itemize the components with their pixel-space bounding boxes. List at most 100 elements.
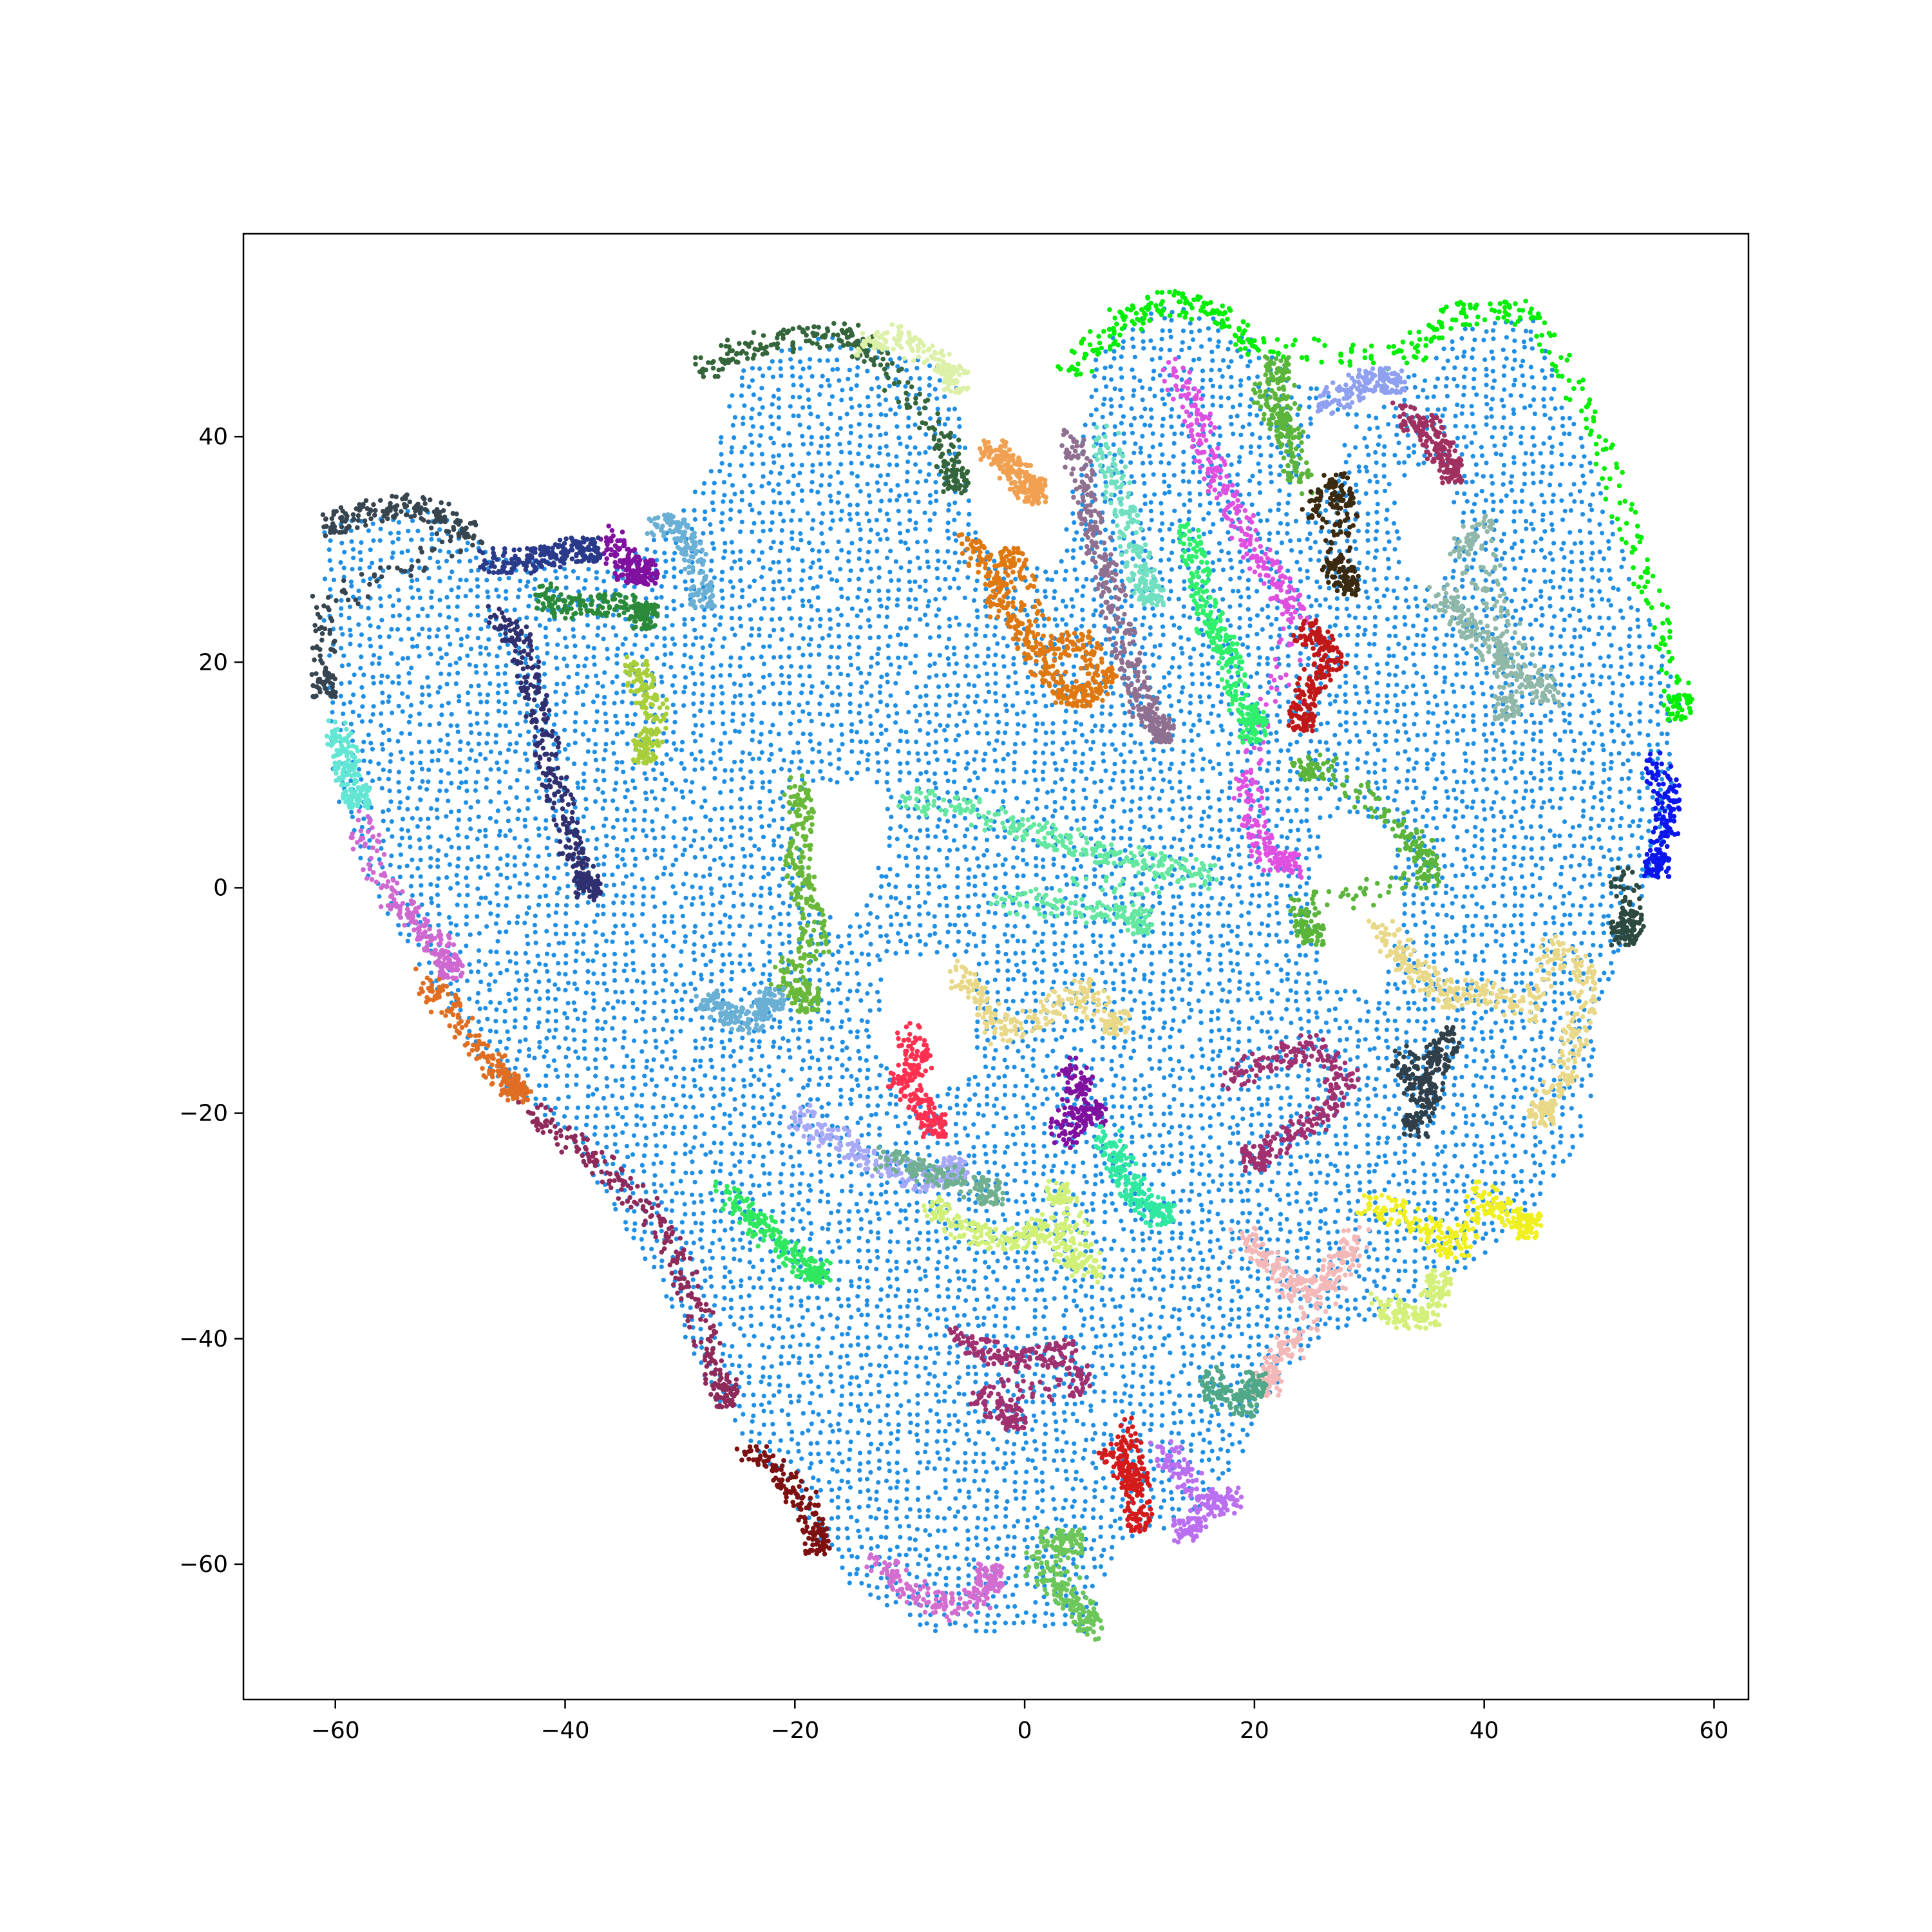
scatter-point [738,578,743,583]
scatter-point [889,922,894,927]
scatter-point [846,1361,851,1366]
scatter-point [659,1064,665,1069]
scatter-point [777,1298,782,1303]
scatter-point [563,972,568,977]
scatter-point [965,694,971,699]
scatter-point [478,627,484,632]
scatter-point [485,1016,490,1021]
scatter-point [701,874,706,879]
scatter-point [390,834,395,839]
scatter-point [727,672,732,677]
scatter-point [966,682,971,687]
scatter-point [772,1039,777,1045]
scatter-point [639,654,645,659]
scatter-point [730,1180,736,1185]
scatter-point [819,1017,825,1022]
scatter-point [889,895,894,900]
scatter-point [398,800,403,805]
scatter-point [660,1049,665,1054]
scatter-point [770,1258,775,1264]
scatter-point [772,1017,777,1022]
scatter-point [495,665,500,670]
scatter-point [908,934,913,939]
scatter-point [954,1542,960,1547]
scatter-point [739,498,744,503]
scatter-point [855,1083,860,1088]
scatter-point [893,1094,898,1099]
scatter-point [610,872,615,877]
scatter-point [761,855,766,860]
scatter-point [691,1145,696,1150]
scatter-point [771,1285,776,1291]
scatter-point [838,462,844,467]
scatter-point [390,555,395,560]
scatter-point [602,695,607,700]
scatter-point [895,632,900,638]
scatter-point [669,1112,674,1117]
scatter-point [887,1101,893,1106]
scatter-point [620,1115,625,1120]
scatter-point [878,1063,884,1068]
scatter-point [867,623,873,629]
scatter-point [672,1049,677,1054]
scatter-point [429,536,434,542]
scatter-point [954,661,959,667]
scatter-point [759,1379,764,1385]
scatter-point [864,1028,869,1033]
scatter-point [652,1182,657,1187]
scatter-point [806,388,811,393]
scatter-point [731,890,737,895]
scatter-point [807,978,813,983]
scatter-point [661,834,666,840]
scatter-point [952,576,957,582]
scatter-point [424,787,430,792]
scatter-point [811,778,816,783]
scatter-point [868,566,873,571]
scatter-point [869,579,875,584]
scatter-point [904,643,909,648]
scatter-point [772,500,777,505]
scatter-point [517,767,522,773]
scatter-point [898,738,903,743]
scatter-point [681,1084,686,1089]
scatter-point [869,463,875,468]
scatter-point [885,1403,890,1408]
scatter-point [835,780,840,785]
scatter-point [835,1535,840,1540]
scatter-point [797,719,802,724]
scatter-point [884,703,889,708]
scatter-point [942,422,947,427]
scatter-point [691,1211,696,1217]
scatter-point [808,1452,813,1457]
scatter-point [858,933,864,938]
scatter-point [820,636,825,641]
scatter-point [878,977,884,982]
scatter-point [927,363,933,368]
scatter-point [974,1315,980,1320]
scatter-point [884,1515,889,1520]
scatter-point [398,852,404,857]
scatter-point [886,589,891,594]
scatter-point [827,608,832,613]
scatter-point [757,1440,762,1445]
scatter-point [866,493,871,498]
scatter-point [660,694,665,699]
scatter-point [409,558,414,563]
scatter-point [572,981,577,987]
scatter-point [781,900,786,905]
scatter-point [448,723,453,728]
scatter-point [835,357,840,363]
scatter-point [370,674,375,679]
scatter-point [923,1287,929,1293]
scatter-point [749,717,754,723]
scatter-point [629,800,634,805]
scatter-point [854,1571,859,1577]
scatter-point [673,1227,678,1232]
scatter-point [836,622,841,627]
scatter-point [925,1508,931,1513]
scatter-point [943,835,949,840]
scatter-point [466,626,472,631]
scatter-point [897,799,902,804]
scatter-point [760,1106,765,1112]
scatter-point [800,1207,805,1212]
